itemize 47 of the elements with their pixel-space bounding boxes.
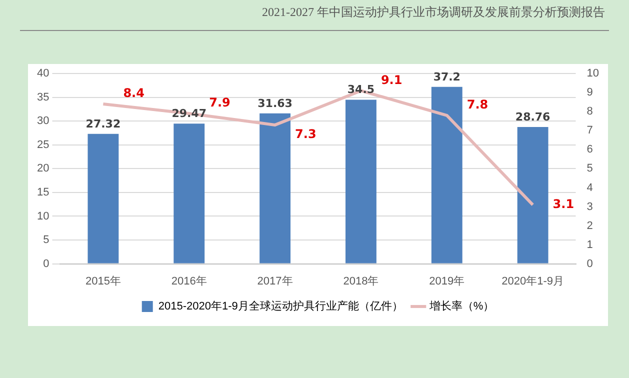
legend-label: 增长率（%） — [428, 300, 494, 313]
x-tick-label: 2017年 — [257, 275, 293, 288]
y-tick-label: 5 — [43, 234, 50, 246]
x-tick-label: 2018年 — [343, 275, 379, 288]
y2-tick-label: 6 — [586, 144, 593, 156]
y-tick-label: 35 — [36, 91, 50, 104]
y2-tick-label: 10 — [586, 68, 600, 80]
data-label: 31.63 — [258, 96, 292, 110]
bar — [174, 124, 205, 264]
data-label: 34.5 — [347, 83, 375, 96]
y2-tick-label: 2 — [586, 220, 593, 232]
x-tick-label: 2019年 — [429, 275, 465, 288]
y-tick-label: 0 — [43, 258, 50, 270]
y2-tick-label: 4 — [586, 182, 593, 194]
x-tick-label: 2016年 — [171, 275, 207, 288]
y-tick-label: 10 — [36, 210, 50, 222]
data-label: 3.1 — [552, 196, 574, 211]
chart-title: 2021-2027 年中国运动护具行业市场调研及发展前景分析预测报告 — [262, 4, 605, 21]
bar — [260, 113, 291, 264]
data-label: 7.3 — [295, 127, 316, 142]
data-label: 7.9 — [209, 96, 230, 110]
y2-tick-label: 8 — [586, 106, 593, 118]
y-tick-label: 25 — [36, 138, 50, 151]
y-tick-label: 30 — [36, 115, 50, 128]
data-label: 7.8 — [466, 98, 488, 112]
y-tick-label: 20 — [36, 162, 50, 175]
x-tick-label: 2015年 — [85, 275, 121, 288]
data-label: 37.2 — [433, 70, 460, 84]
bar — [431, 86, 462, 264]
y2-tick-label: 3 — [586, 200, 593, 213]
bar — [345, 100, 376, 264]
legend-label: 2015-2020年1-9月全球运动护具行业产能（亿件） — [158, 300, 403, 313]
bar — [88, 134, 119, 264]
data-label: 8.4 — [123, 86, 144, 100]
data-label: 29.47 — [172, 107, 207, 120]
y2-tick-label: 7 — [586, 124, 593, 137]
y2-tick-label: 9 — [586, 86, 593, 99]
y2-tick-label: 0 — [586, 258, 593, 270]
y2-tick-label: 1 — [586, 238, 593, 251]
data-label: 28.76 — [515, 110, 551, 124]
data-label: 9.1 — [380, 72, 402, 87]
data-label: 27.32 — [86, 117, 121, 130]
y-tick-label: 40 — [36, 68, 50, 80]
x-tick-label: 2020年1-9月 — [502, 275, 564, 288]
y2-tick-label: 5 — [586, 162, 593, 175]
y-tick-label: 15 — [36, 186, 50, 199]
bar — [517, 127, 548, 264]
